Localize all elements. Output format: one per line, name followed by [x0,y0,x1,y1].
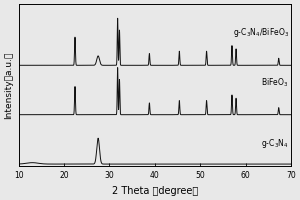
Text: BiFeO$_3$: BiFeO$_3$ [261,76,289,89]
Text: g-C$_3$N$_4$: g-C$_3$N$_4$ [261,137,289,150]
Y-axis label: Intensity（a.u.）: Intensity（a.u.） [4,52,13,119]
X-axis label: 2 Theta （degree）: 2 Theta （degree） [112,186,198,196]
Text: g-C$_3$N$_4$/BiFeO$_3$: g-C$_3$N$_4$/BiFeO$_3$ [232,26,289,39]
